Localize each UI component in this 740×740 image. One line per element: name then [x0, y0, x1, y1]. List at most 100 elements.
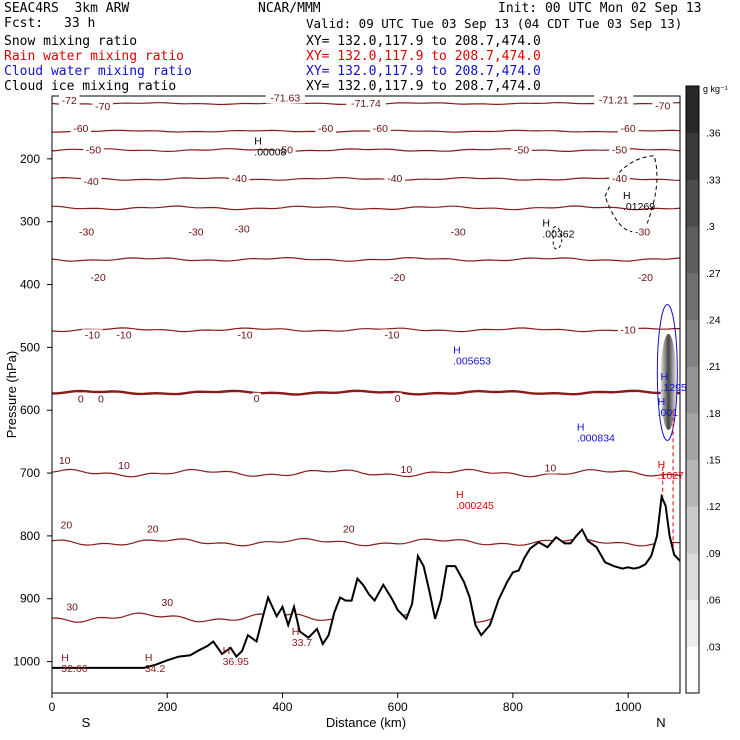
- contour-label: 10: [59, 455, 71, 467]
- colorbar-segment: [686, 366, 699, 414]
- contour-label-bg: [393, 392, 402, 404]
- contour-label: -60: [318, 123, 333, 135]
- contour-label: 10: [545, 463, 557, 475]
- y-tick-label: 200: [20, 152, 40, 166]
- y-tick-label: 700: [20, 466, 40, 480]
- field-name-cloud-water: Cloud water mixing ratio: [4, 64, 192, 79]
- contour-label-bg: [447, 226, 469, 238]
- contour-label-bg: [57, 454, 72, 466]
- colorbar-segment: [686, 319, 699, 367]
- x-tick-label: 0: [49, 700, 56, 714]
- forecast-hour: 33 h: [64, 16, 96, 31]
- contour-label: -20: [638, 272, 653, 284]
- contour-label-bg: [231, 223, 253, 235]
- contour-label-bg: [594, 94, 634, 106]
- contour-label: -72: [62, 95, 77, 107]
- contour-label: 20: [343, 523, 355, 535]
- colorbar: .36 .33 .3 .27 .24 .21 .18 .15 .12 .09 .06 .03 g kg⁻…: [685, 84, 728, 694]
- contour-label: -50: [278, 145, 293, 157]
- contour-label: -20: [90, 272, 105, 284]
- contour-line--40: [51, 176, 681, 181]
- colorbar-tick-label: .27: [706, 268, 721, 280]
- contour-label: -71.63: [270, 92, 300, 104]
- contour-label: -30: [188, 226, 203, 238]
- maximum-value: .005653: [453, 356, 491, 368]
- contour-label-bg: [609, 144, 630, 156]
- contour-label-bg: [228, 172, 250, 184]
- contour-line-0: [51, 389, 681, 396]
- contour-label-bg: [275, 144, 296, 156]
- field-xy-cloud-water: XY= 132.0,117.9 to 208.7,474.0: [306, 64, 541, 79]
- maximum-value: 33.7: [292, 637, 313, 649]
- contour-label-bg: [92, 101, 114, 113]
- contour-label-bg: [399, 463, 414, 475]
- contour-line--10: [51, 327, 680, 333]
- contour-label: -30: [235, 224, 250, 236]
- colorbar-segment: [686, 226, 699, 274]
- contour-label-bg: [511, 144, 532, 156]
- colorbar-tick-label: .03: [706, 641, 721, 653]
- cloud-ice-outline: [604, 155, 658, 233]
- contour-label-bg: [58, 94, 80, 106]
- contour-label-bg: [346, 98, 386, 110]
- contour-label-bg: [70, 123, 92, 135]
- contour-label: -30: [79, 226, 94, 238]
- contour-label: -10: [384, 329, 399, 341]
- x-tick-label: 400: [272, 700, 292, 714]
- y-tick-label: 600: [20, 403, 40, 417]
- contour-label: 30: [66, 601, 78, 613]
- maximum-value: .001: [658, 407, 679, 419]
- y-axis-label: Pressure (hPa): [4, 351, 19, 438]
- contour-label-bg: [609, 172, 630, 184]
- cloud-features: [552, 155, 678, 568]
- maximum-marker: H: [292, 626, 300, 638]
- valid-time: Valid: 09 UTC Tue 03 Sep 13 (04 CDT Tue …: [306, 16, 683, 31]
- maximum-marker: H: [456, 489, 464, 501]
- init-time: Init: 00 UTC Mon 02 Sep 13: [498, 1, 702, 16]
- y-tick-label: 400: [20, 278, 40, 292]
- maximum-marker: H: [658, 396, 666, 408]
- north-label: N: [656, 715, 665, 730]
- contour-label: -40: [612, 173, 627, 185]
- contour-label-bg: [234, 329, 256, 341]
- contour-label-bg: [80, 175, 102, 187]
- colorbar-tick-label: .06: [706, 595, 721, 607]
- contour-label-bg: [632, 226, 653, 238]
- colorbar-tick-label: .15: [706, 455, 721, 467]
- y-tick-label: 800: [20, 529, 40, 543]
- maximum-value: 34.2: [145, 663, 166, 675]
- maximum-marker: H: [453, 345, 461, 357]
- colorbar-segment: [686, 179, 699, 227]
- contour-label: -60: [73, 123, 88, 135]
- colorbar-frame: [685, 85, 700, 694]
- contour-label: -30: [635, 226, 650, 238]
- contour-line-10: [51, 468, 681, 478]
- colorbar-segment: [686, 86, 699, 134]
- colorbar-tick-label: .24: [706, 314, 721, 326]
- contour-label: 0: [78, 393, 84, 405]
- contour-label-bg: [145, 523, 161, 535]
- field-xy-cloud-ice: XY= 132.0,117.9 to 208.7,474.0: [306, 79, 541, 94]
- contour-label-bg: [96, 393, 106, 405]
- contour-labels: -72 -70 -71.63 -71.74 -71.21 -70 -60 -60 -60 -60 -…: [57, 92, 674, 613]
- contour-label: -50: [514, 145, 529, 157]
- maximum-value: .00008: [254, 146, 286, 158]
- maximum-marker: H: [542, 218, 550, 230]
- contour-label-bg: [384, 172, 406, 184]
- contour-line--60: [52, 129, 681, 133]
- y-tick-label: 300: [20, 215, 40, 229]
- contour-label-bg: [341, 523, 356, 535]
- axes: 0 200 400 600 800 100020030040050060070080090…: [4, 95, 681, 730]
- contour-label: 30: [161, 597, 173, 609]
- contour-label-bg: [381, 329, 403, 341]
- colorbar-segment: [686, 599, 699, 647]
- maximum-value: .000245: [456, 500, 494, 512]
- cloud-water-outline: [656, 304, 678, 442]
- maximum-marker: H: [660, 371, 668, 383]
- colorbar-segment: [686, 459, 699, 507]
- maximum-marker: H: [223, 645, 231, 657]
- y-tick-label: 1000: [13, 655, 40, 669]
- terrain-fill: [52, 496, 680, 693]
